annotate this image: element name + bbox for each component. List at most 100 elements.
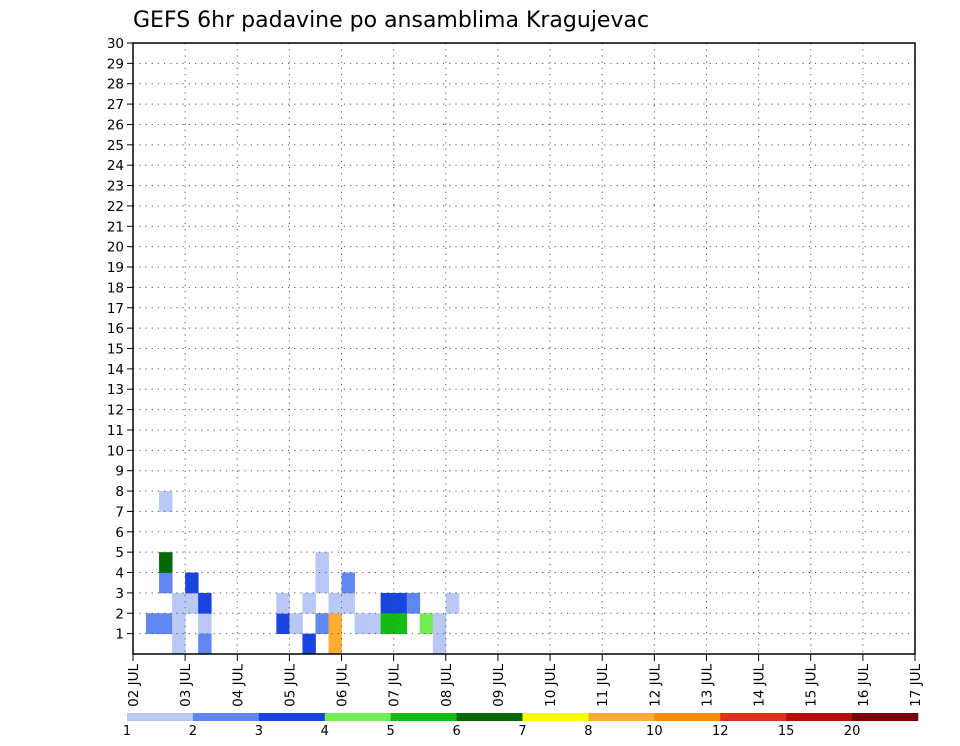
heatmap-cell bbox=[328, 633, 342, 655]
x-tick-label: 05 JUL bbox=[282, 664, 298, 707]
colorbar-label: 1 bbox=[123, 724, 131, 739]
colorbar-swatch bbox=[324, 713, 391, 721]
heatmap-cell bbox=[341, 572, 355, 594]
x-tick-label: 03 JUL bbox=[178, 664, 194, 707]
heatmap-cell bbox=[315, 552, 329, 573]
y-tick-label: 27 bbox=[107, 97, 124, 113]
x-tick-label: 10 JUL bbox=[543, 664, 559, 707]
colorbar-label: 5 bbox=[387, 724, 395, 739]
y-tick-label: 23 bbox=[107, 179, 124, 195]
y-tick-label: 3 bbox=[115, 586, 124, 602]
heatmap-cell bbox=[276, 613, 290, 635]
colorbar: 1 2 3 4 5 6 7 8 10 12 15 20 bbox=[123, 713, 919, 739]
y-tick-label: 15 bbox=[107, 342, 124, 358]
x-tick-label: 09 JUL bbox=[491, 664, 507, 707]
heatmap-cell bbox=[432, 613, 447, 635]
colorbar-swatch bbox=[390, 713, 457, 721]
colorbar-label: 15 bbox=[778, 724, 795, 739]
heatmap-cell bbox=[185, 592, 199, 614]
y-tick-label: 28 bbox=[107, 77, 124, 93]
colorbar-swatch bbox=[522, 713, 589, 721]
y-tick-label: 29 bbox=[107, 56, 124, 72]
y-tick-label: 1 bbox=[115, 627, 124, 643]
colorbar-label: 3 bbox=[255, 724, 263, 739]
heatmap-cell bbox=[159, 572, 173, 594]
heatmap-cell bbox=[159, 552, 173, 573]
heatmap-cell bbox=[185, 572, 199, 594]
x-tick-label: 12 JUL bbox=[647, 664, 663, 707]
x-tick-label: 15 JUL bbox=[804, 664, 820, 707]
heatmap-cell bbox=[445, 592, 460, 614]
heatmap-cell bbox=[289, 613, 303, 635]
y-tick-label: 12 bbox=[107, 403, 124, 419]
colorbar-label: 20 bbox=[844, 724, 861, 739]
heatmap-cell bbox=[380, 592, 395, 614]
colorbar-swatch bbox=[456, 713, 523, 721]
y-tick-label: 14 bbox=[107, 362, 124, 378]
heatmap-cell bbox=[302, 633, 316, 655]
y-axis: 1234567891011121314151617181920212223242… bbox=[107, 36, 133, 643]
heatmap-cell bbox=[159, 613, 173, 635]
y-tick-label: 11 bbox=[107, 423, 124, 439]
x-tick-label: 04 JUL bbox=[230, 664, 246, 707]
heatmap-cell bbox=[419, 613, 434, 635]
colorbar-label: 7 bbox=[518, 724, 526, 739]
x-axis: 02 JUL 03 JUL 04 JUL 05 JUL 06 JUL 07 JUL 08 J… bbox=[126, 654, 924, 707]
y-tick-label: 20 bbox=[107, 240, 124, 256]
heatmap-cell bbox=[172, 633, 186, 655]
y-tick-label: 25 bbox=[107, 138, 124, 154]
colorbar-swatch bbox=[786, 713, 853, 721]
colorbar-swatch bbox=[127, 713, 194, 721]
colorbar-swatch bbox=[654, 713, 721, 721]
y-tick-label: 6 bbox=[115, 525, 124, 541]
grid-layer bbox=[133, 43, 915, 654]
x-tick-label: 02 JUL bbox=[126, 664, 142, 707]
colorbar-label: 12 bbox=[712, 724, 729, 739]
y-tick-label: 21 bbox=[107, 219, 124, 235]
heatmap-cell bbox=[367, 613, 382, 635]
colorbar-swatch bbox=[258, 713, 326, 721]
heatmap-cell bbox=[328, 613, 342, 635]
heatmap-cell bbox=[198, 592, 212, 614]
heatmap-cell bbox=[198, 613, 212, 635]
x-tick-label: 17 JUL bbox=[908, 664, 924, 707]
heatmap-cell bbox=[172, 613, 186, 635]
y-tick-label: 30 bbox=[107, 36, 124, 52]
colorbar-label: 10 bbox=[646, 724, 663, 739]
x-tick-label: 08 JUL bbox=[439, 664, 455, 707]
y-tick-label: 16 bbox=[107, 321, 124, 337]
colorbar-label: 6 bbox=[452, 724, 460, 739]
x-tick-label: 16 JUL bbox=[856, 664, 872, 707]
x-tick-label: 06 JUL bbox=[335, 664, 351, 707]
colorbar-swatch bbox=[720, 713, 787, 721]
colorbar-swatch bbox=[852, 713, 919, 721]
y-tick-label: 22 bbox=[107, 199, 124, 215]
y-tick-label: 19 bbox=[107, 260, 124, 276]
y-tick-label: 13 bbox=[107, 382, 124, 398]
x-tick-label: 07 JUL bbox=[387, 664, 403, 707]
heatmap-cell bbox=[302, 592, 316, 614]
y-tick-label: 7 bbox=[115, 504, 124, 520]
y-tick-label: 18 bbox=[107, 280, 124, 296]
heatmap-cell bbox=[432, 633, 447, 655]
heatmap-cell bbox=[328, 592, 342, 614]
y-tick-label: 5 bbox=[115, 545, 124, 561]
y-tick-label: 24 bbox=[107, 158, 124, 174]
heatmap-cell bbox=[380, 613, 395, 635]
y-tick-label: 17 bbox=[107, 301, 124, 317]
heatmap-cell bbox=[406, 592, 421, 614]
heatmap-cell bbox=[393, 592, 408, 614]
heatmap-cell bbox=[276, 592, 290, 614]
y-tick-label: 26 bbox=[107, 117, 124, 133]
colorbar-swatch bbox=[192, 713, 260, 721]
heatmap-cell bbox=[315, 572, 329, 594]
y-tick-label: 10 bbox=[107, 443, 124, 459]
colorbar-swatch bbox=[588, 713, 655, 721]
heatmap-cell bbox=[198, 633, 212, 655]
heatmap-cell bbox=[315, 613, 329, 635]
cells-layer bbox=[146, 491, 460, 655]
heatmap-cell bbox=[354, 613, 368, 635]
chart-title: GEFS 6hr padavine po ansamblima Kragujev… bbox=[133, 8, 649, 33]
